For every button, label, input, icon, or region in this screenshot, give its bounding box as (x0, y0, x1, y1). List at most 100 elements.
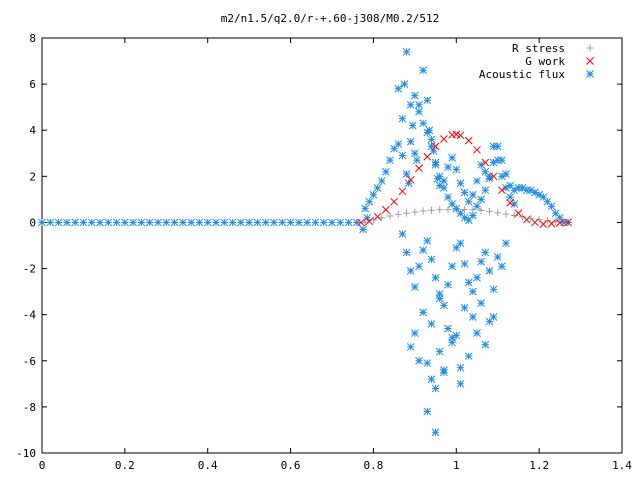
g-work-point (373, 212, 382, 221)
acoustic-flux-point (440, 301, 448, 310)
g-work-point (390, 197, 398, 206)
legend-marker-g-work (586, 57, 594, 65)
acoustic-flux-point (444, 163, 452, 171)
acoustic-flux-point (404, 179, 413, 188)
acoustic-flux-point (456, 379, 465, 388)
acoustic-flux-point (79, 218, 88, 227)
acoustic-flux-point (415, 356, 423, 365)
acoustic-flux-point (444, 193, 452, 201)
acoustic-flux-point (498, 262, 506, 271)
y-tick-label: 4 (29, 124, 36, 137)
x-tick-label: 0 (39, 459, 46, 472)
acoustic-flux-point (448, 338, 456, 347)
acoustic-flux-point (261, 218, 270, 227)
g-work-point (531, 218, 539, 227)
acoustic-flux-point (398, 114, 407, 123)
acoustic-flux-point (411, 283, 419, 291)
acoustic-flux-point (328, 218, 336, 227)
g-work-point (473, 145, 481, 154)
x-tick-label: 1.2 (529, 459, 549, 472)
acoustic-flux-point (460, 303, 469, 312)
y-tick-label: -6 (23, 355, 36, 368)
r-stress-point (485, 207, 493, 215)
acoustic-flux-point (423, 407, 432, 416)
acoustic-flux-point (154, 218, 162, 227)
acoustic-flux-point (63, 218, 71, 227)
r-stress-point (502, 210, 510, 218)
acoustic-flux-point (162, 218, 171, 227)
y-tick-label: -4 (23, 309, 37, 322)
acoustic-flux-point (427, 320, 436, 328)
acoustic-flux-point (473, 202, 481, 211)
acoustic-flux-point (460, 260, 469, 268)
legend-label-g-work: G work (525, 55, 565, 68)
acoustic-flux-point (319, 218, 328, 227)
acoustic-flux-point (431, 428, 440, 437)
acoustic-flux-point (489, 285, 498, 294)
acoustic-flux-point (481, 167, 490, 176)
acoustic-flux-point (415, 101, 423, 109)
acoustic-flux-point (406, 101, 415, 109)
g-work-point (456, 131, 465, 140)
acoustic-flux-point (433, 174, 442, 183)
acoustic-flux-point (336, 218, 345, 227)
acoustic-flux-point (415, 262, 423, 271)
acoustic-flux-point (145, 218, 154, 227)
acoustic-flux-point (498, 172, 506, 181)
acoustic-flux-point (359, 225, 367, 234)
x-tick-label: 0.2 (115, 459, 135, 472)
g-work-point (382, 205, 390, 214)
acoustic-flux-point (411, 329, 419, 337)
x-tick-label: 0.4 (198, 459, 218, 472)
acoustic-flux-point (444, 280, 452, 289)
acoustic-flux-point (481, 186, 490, 195)
r-stress-point (477, 206, 485, 214)
acoustic-flux-point (435, 347, 444, 356)
g-work-point (539, 220, 548, 229)
acoustic-flux-point (363, 213, 372, 222)
acoustic-flux-point (489, 142, 498, 151)
acoustic-flux-point (71, 218, 79, 227)
x-tick-label: 1 (453, 459, 460, 472)
acoustic-flux-point (425, 126, 434, 135)
acoustic-flux-point (96, 218, 104, 227)
acoustic-flux-point (394, 84, 403, 93)
acoustic-flux-point (427, 375, 436, 384)
acoustic-flux-point (427, 255, 436, 264)
acoustic-flux-point (220, 218, 229, 227)
acoustic-flux-point (406, 267, 415, 275)
acoustic-flux-point (245, 218, 253, 227)
acoustic-flux-point (431, 160, 440, 169)
g-work-point (547, 219, 556, 228)
acoustic-flux-point (419, 246, 427, 254)
acoustic-flux-point (469, 211, 477, 220)
legend-label-acoustic-flux: Acoustic flux (479, 68, 565, 81)
plot-frame (41, 37, 623, 454)
y-tick-label: -8 (23, 401, 36, 414)
acoustic-flux-point (473, 273, 481, 282)
acoustic-flux-point (435, 294, 444, 303)
acoustic-flux-point (398, 230, 407, 238)
acoustic-flux-point (485, 267, 494, 275)
acoustic-flux-point (419, 119, 427, 128)
g-work-point (398, 187, 407, 196)
acoustic-flux-point (400, 80, 409, 88)
acoustic-flux-point (408, 121, 417, 130)
acoustic-flux-point (203, 218, 212, 227)
acoustic-flux-point (402, 248, 411, 257)
acoustic-flux-point (406, 137, 415, 146)
acoustic-flux-point (427, 135, 436, 144)
acoustic-flux-point (444, 324, 452, 333)
y-tick-label: 8 (29, 32, 36, 45)
r-stress-point (461, 206, 469, 214)
acoustic-flux-point (469, 190, 477, 199)
g-work-point (423, 152, 432, 161)
g-work-point (498, 186, 506, 195)
acoustic-flux-point (423, 359, 432, 367)
acoustic-flux-point (398, 151, 407, 160)
g-work-point (481, 158, 490, 167)
acoustic-flux-point (369, 190, 378, 199)
acoustic-flux-point (112, 218, 121, 227)
g-work-point (357, 218, 365, 227)
